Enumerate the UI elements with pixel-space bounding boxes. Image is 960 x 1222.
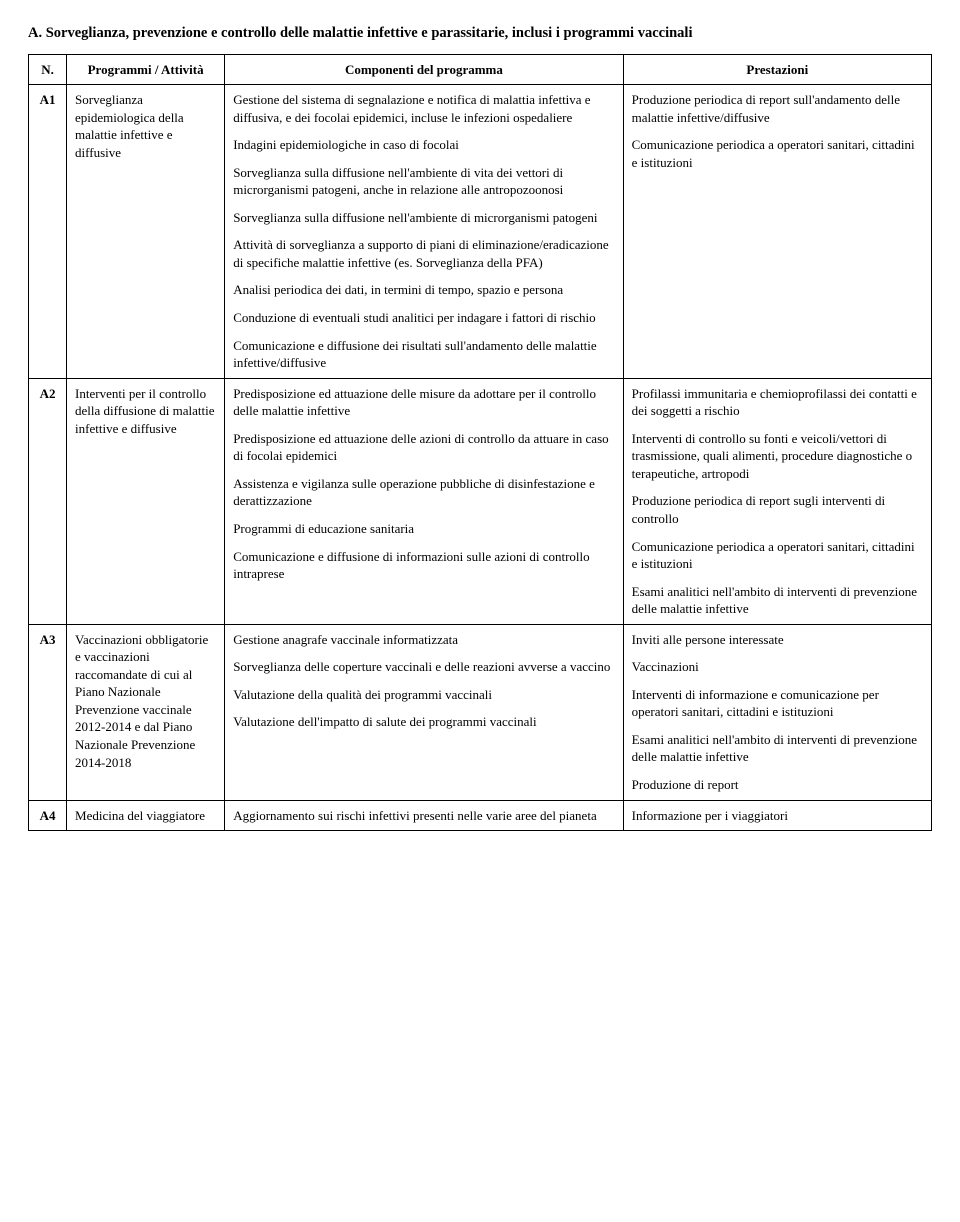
comp-item: Gestione anagrafe vaccinale informatizza… xyxy=(233,631,614,649)
header-num: N. xyxy=(29,54,67,85)
prest-item: Produzione di report xyxy=(632,776,923,794)
table-row: A2Interventi per il controllo della diff… xyxy=(29,378,932,624)
header-prog: Programmi / Attività xyxy=(67,54,225,85)
prest-item: Profilassi immunitaria e chemioprofilass… xyxy=(632,385,923,420)
row-prog: Interventi per il controllo della diffus… xyxy=(67,378,225,624)
comp-item: Sorveglianza sulla diffusione nell'ambie… xyxy=(233,164,614,199)
row-prest: Informazione per i viaggiatori xyxy=(623,800,931,831)
prest-item: Comunicazione periodica a operatori sani… xyxy=(632,538,923,573)
prest-item: Produzione periodica di report sull'anda… xyxy=(632,91,923,126)
row-comp: Gestione del sistema di segnalazione e n… xyxy=(225,85,623,379)
comp-item: Comunicazione e diffusione di informazio… xyxy=(233,548,614,583)
prest-item: Informazione per i viaggiatori xyxy=(632,807,923,825)
comp-item: Sorveglianza delle coperture vaccinali e… xyxy=(233,658,614,676)
section-title: A. Sorveglianza, prevenzione e controllo… xyxy=(28,24,932,44)
comp-item: Valutazione dell'impatto di salute dei p… xyxy=(233,713,614,731)
row-prest: Profilassi immunitaria e chemioprofilass… xyxy=(623,378,931,624)
prest-item: Produzione periodica di report sugli int… xyxy=(632,492,923,527)
comp-item: Programmi di educazione sanitaria xyxy=(233,520,614,538)
row-num: A3 xyxy=(29,624,67,800)
comp-item: Indagini epidemiologiche in caso di foco… xyxy=(233,136,614,154)
table-row: A1Sorveglianza epidemiologica della mala… xyxy=(29,85,932,379)
prest-item: Inviti alle persone interessate xyxy=(632,631,923,649)
row-num: A4 xyxy=(29,800,67,831)
header-comp: Componenti del programma xyxy=(225,54,623,85)
comp-item: Valutazione della qualità dei programmi … xyxy=(233,686,614,704)
comp-item: Predisposizione ed attuazione delle misu… xyxy=(233,385,614,420)
table-row: A3Vaccinazioni obbligatorie e vaccinazio… xyxy=(29,624,932,800)
programs-table: N. Programmi / Attività Componenti del p… xyxy=(28,54,932,832)
row-prest: Produzione periodica di report sull'anda… xyxy=(623,85,931,379)
prest-item: Esami analitici nell'ambito di intervent… xyxy=(632,583,923,618)
row-prog: Medicina del viaggiatore xyxy=(67,800,225,831)
row-num: A1 xyxy=(29,85,67,379)
row-prest: Inviti alle persone interessate Vaccinazi… xyxy=(623,624,931,800)
table-row: A4Medicina del viaggiatore Aggiornamento … xyxy=(29,800,932,831)
comp-item: Gestione del sistema di segnalazione e n… xyxy=(233,91,614,126)
prest-item: Interventi di controllo su fonti e veico… xyxy=(632,430,923,483)
row-prog: Vaccinazioni obbligatorie e vaccinazioni… xyxy=(67,624,225,800)
comp-item: Predisposizione ed attuazione delle azio… xyxy=(233,430,614,465)
comp-item: Attività di sorveglianza a supporto di p… xyxy=(233,236,614,271)
prest-item: Interventi di informazione e comunicazio… xyxy=(632,686,923,721)
comp-item: Aggiornamento sui rischi infettivi prese… xyxy=(233,807,614,825)
comp-item: Analisi periodica dei dati, in termini d… xyxy=(233,281,614,299)
row-num: A2 xyxy=(29,378,67,624)
comp-item: Assistenza e vigilanza sulle operazione … xyxy=(233,475,614,510)
prest-item: Vaccinazioni xyxy=(632,658,923,676)
comp-item: Conduzione di eventuali studi analitici … xyxy=(233,309,614,327)
table-body: A1Sorveglianza epidemiologica della mala… xyxy=(29,85,932,831)
row-comp: Gestione anagrafe vaccinale informatizza… xyxy=(225,624,623,800)
table-header-row: N. Programmi / Attività Componenti del p… xyxy=(29,54,932,85)
row-comp: Predisposizione ed attuazione delle misu… xyxy=(225,378,623,624)
header-prest: Prestazioni xyxy=(623,54,931,85)
row-prog: Sorveglianza epidemiologica della malatt… xyxy=(67,85,225,379)
comp-item: Sorveglianza sulla diffusione nell'ambie… xyxy=(233,209,614,227)
prest-item: Comunicazione periodica a operatori sani… xyxy=(632,136,923,171)
comp-item: Comunicazione e diffusione dei risultati… xyxy=(233,337,614,372)
prest-item: Esami analitici nell'ambito di intervent… xyxy=(632,731,923,766)
row-comp: Aggiornamento sui rischi infettivi prese… xyxy=(225,800,623,831)
